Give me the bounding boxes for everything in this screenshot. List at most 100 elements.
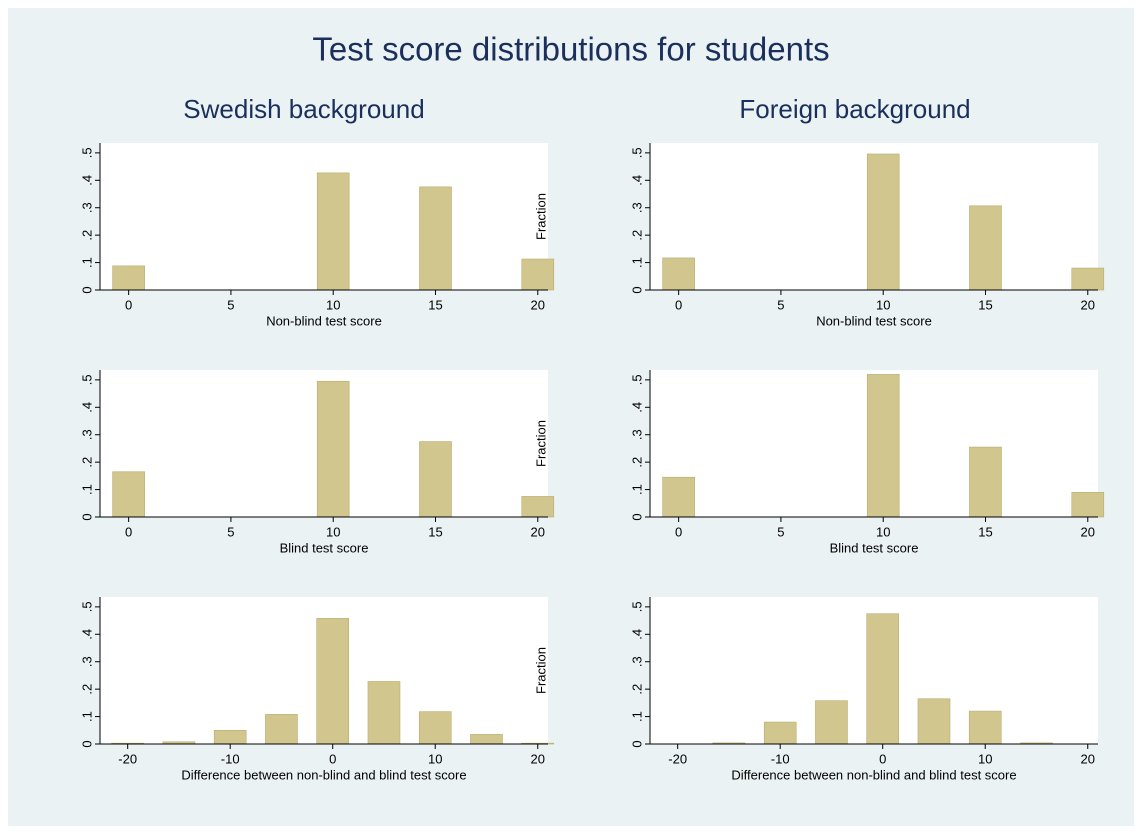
y-tick-label: 0 — [79, 740, 94, 747]
bar — [1071, 267, 1105, 291]
y-tick-label: .5 — [629, 374, 644, 385]
x-axis-label: Blind test score — [280, 540, 369, 555]
x-tick-label: 0 — [879, 751, 886, 766]
x-tick-label: 0 — [329, 751, 336, 766]
y-tick-label: .4 — [79, 629, 94, 640]
x-tick-label: 10 — [978, 751, 992, 766]
y-tick-label: .2 — [629, 684, 644, 695]
x-tick-label: 5 — [777, 524, 784, 539]
bar — [969, 205, 1002, 291]
y-axis-label: Fraction — [533, 647, 548, 694]
y-axis-label: Fraction — [533, 420, 548, 467]
x-tick-label: 5 — [777, 297, 784, 312]
bar — [316, 618, 350, 745]
y-tick-label: .1 — [79, 711, 94, 722]
x-tick-label: 15 — [978, 524, 992, 539]
bar — [316, 172, 350, 291]
x-tick-label: 15 — [428, 524, 442, 539]
bar — [112, 265, 145, 291]
y-tick-label: .3 — [79, 656, 94, 667]
bar — [969, 446, 1002, 518]
x-tick-label: 10 — [326, 524, 340, 539]
bar — [866, 613, 900, 745]
bar — [866, 153, 900, 291]
x-tick-label: 10 — [876, 297, 890, 312]
x-tick-label: 20 — [531, 297, 545, 312]
y-tick-label: 0 — [79, 513, 94, 520]
x-tick-label: -20 — [668, 751, 687, 766]
y-tick-label: .4 — [79, 175, 94, 186]
y-tick-label: 0 — [629, 740, 644, 747]
bar — [419, 441, 452, 518]
y-tick-label: .1 — [79, 484, 94, 495]
x-axis-label: Difference between non-blind and blind t… — [181, 767, 466, 782]
y-tick-label: .4 — [629, 175, 644, 186]
column-title: Foreign background — [739, 94, 970, 124]
x-tick-label: 20 — [1081, 524, 1095, 539]
x-tick-label: 0 — [125, 524, 132, 539]
column-title: Swedish background — [183, 94, 424, 124]
x-tick-label: 10 — [428, 751, 442, 766]
chart-title: Test score distributions for students — [312, 31, 829, 68]
bar — [265, 714, 298, 745]
bar — [763, 721, 797, 745]
y-tick-label: .5 — [629, 601, 644, 612]
x-tick-label: 20 — [531, 751, 545, 766]
y-tick-label: .5 — [79, 147, 94, 158]
x-tick-label: 10 — [326, 297, 340, 312]
x-tick-label: 5 — [227, 524, 234, 539]
bar — [815, 700, 848, 745]
bar — [1071, 492, 1105, 518]
bar — [521, 496, 555, 518]
bar — [470, 734, 503, 745]
x-axis-label: Non-blind test score — [816, 313, 932, 328]
bar — [213, 729, 247, 745]
bar — [866, 374, 900, 518]
x-tick-label: 20 — [1081, 297, 1095, 312]
y-tick-label: .3 — [79, 202, 94, 213]
y-tick-label: .3 — [629, 202, 644, 213]
y-tick-label: .2 — [79, 684, 94, 695]
y-tick-label: .3 — [79, 429, 94, 440]
y-tick-label: .3 — [629, 429, 644, 440]
y-tick-label: .4 — [79, 402, 94, 413]
x-tick-label: 15 — [428, 297, 442, 312]
bar — [662, 476, 695, 518]
bar — [418, 711, 452, 745]
y-tick-label: .1 — [79, 257, 94, 268]
x-tick-label: 0 — [675, 524, 682, 539]
bar — [917, 698, 951, 745]
bar — [112, 471, 145, 518]
y-tick-label: 0 — [79, 286, 94, 293]
bar — [367, 681, 401, 745]
x-axis-label: Blind test score — [830, 540, 919, 555]
bar — [419, 186, 452, 291]
x-tick-label: 15 — [978, 297, 992, 312]
y-tick-label: .2 — [79, 457, 94, 468]
x-tick-label: 20 — [1081, 751, 1095, 766]
x-tick-label: 5 — [227, 297, 234, 312]
y-tick-label: .4 — [629, 402, 644, 413]
x-axis-label: Non-blind test score — [266, 313, 382, 328]
y-tick-label: .5 — [629, 147, 644, 158]
bar — [316, 380, 350, 518]
y-tick-label: .3 — [629, 656, 644, 667]
bar — [662, 257, 695, 291]
y-tick-label: .5 — [79, 601, 94, 612]
y-tick-label: .2 — [629, 457, 644, 468]
y-tick-label: .4 — [629, 629, 644, 640]
y-tick-label: .2 — [79, 230, 94, 241]
y-tick-label: .1 — [629, 711, 644, 722]
x-tick-label: -20 — [118, 751, 137, 766]
x-tick-label: 0 — [125, 297, 132, 312]
y-tick-label: .5 — [79, 374, 94, 385]
x-tick-label: -10 — [771, 751, 790, 766]
y-tick-label: .2 — [629, 230, 644, 241]
y-tick-label: 0 — [629, 513, 644, 520]
x-axis-label: Difference between non-blind and blind t… — [731, 767, 1016, 782]
bar — [521, 258, 555, 291]
y-tick-label: .1 — [629, 484, 644, 495]
x-tick-label: 20 — [531, 524, 545, 539]
y-tick-label: .1 — [629, 257, 644, 268]
